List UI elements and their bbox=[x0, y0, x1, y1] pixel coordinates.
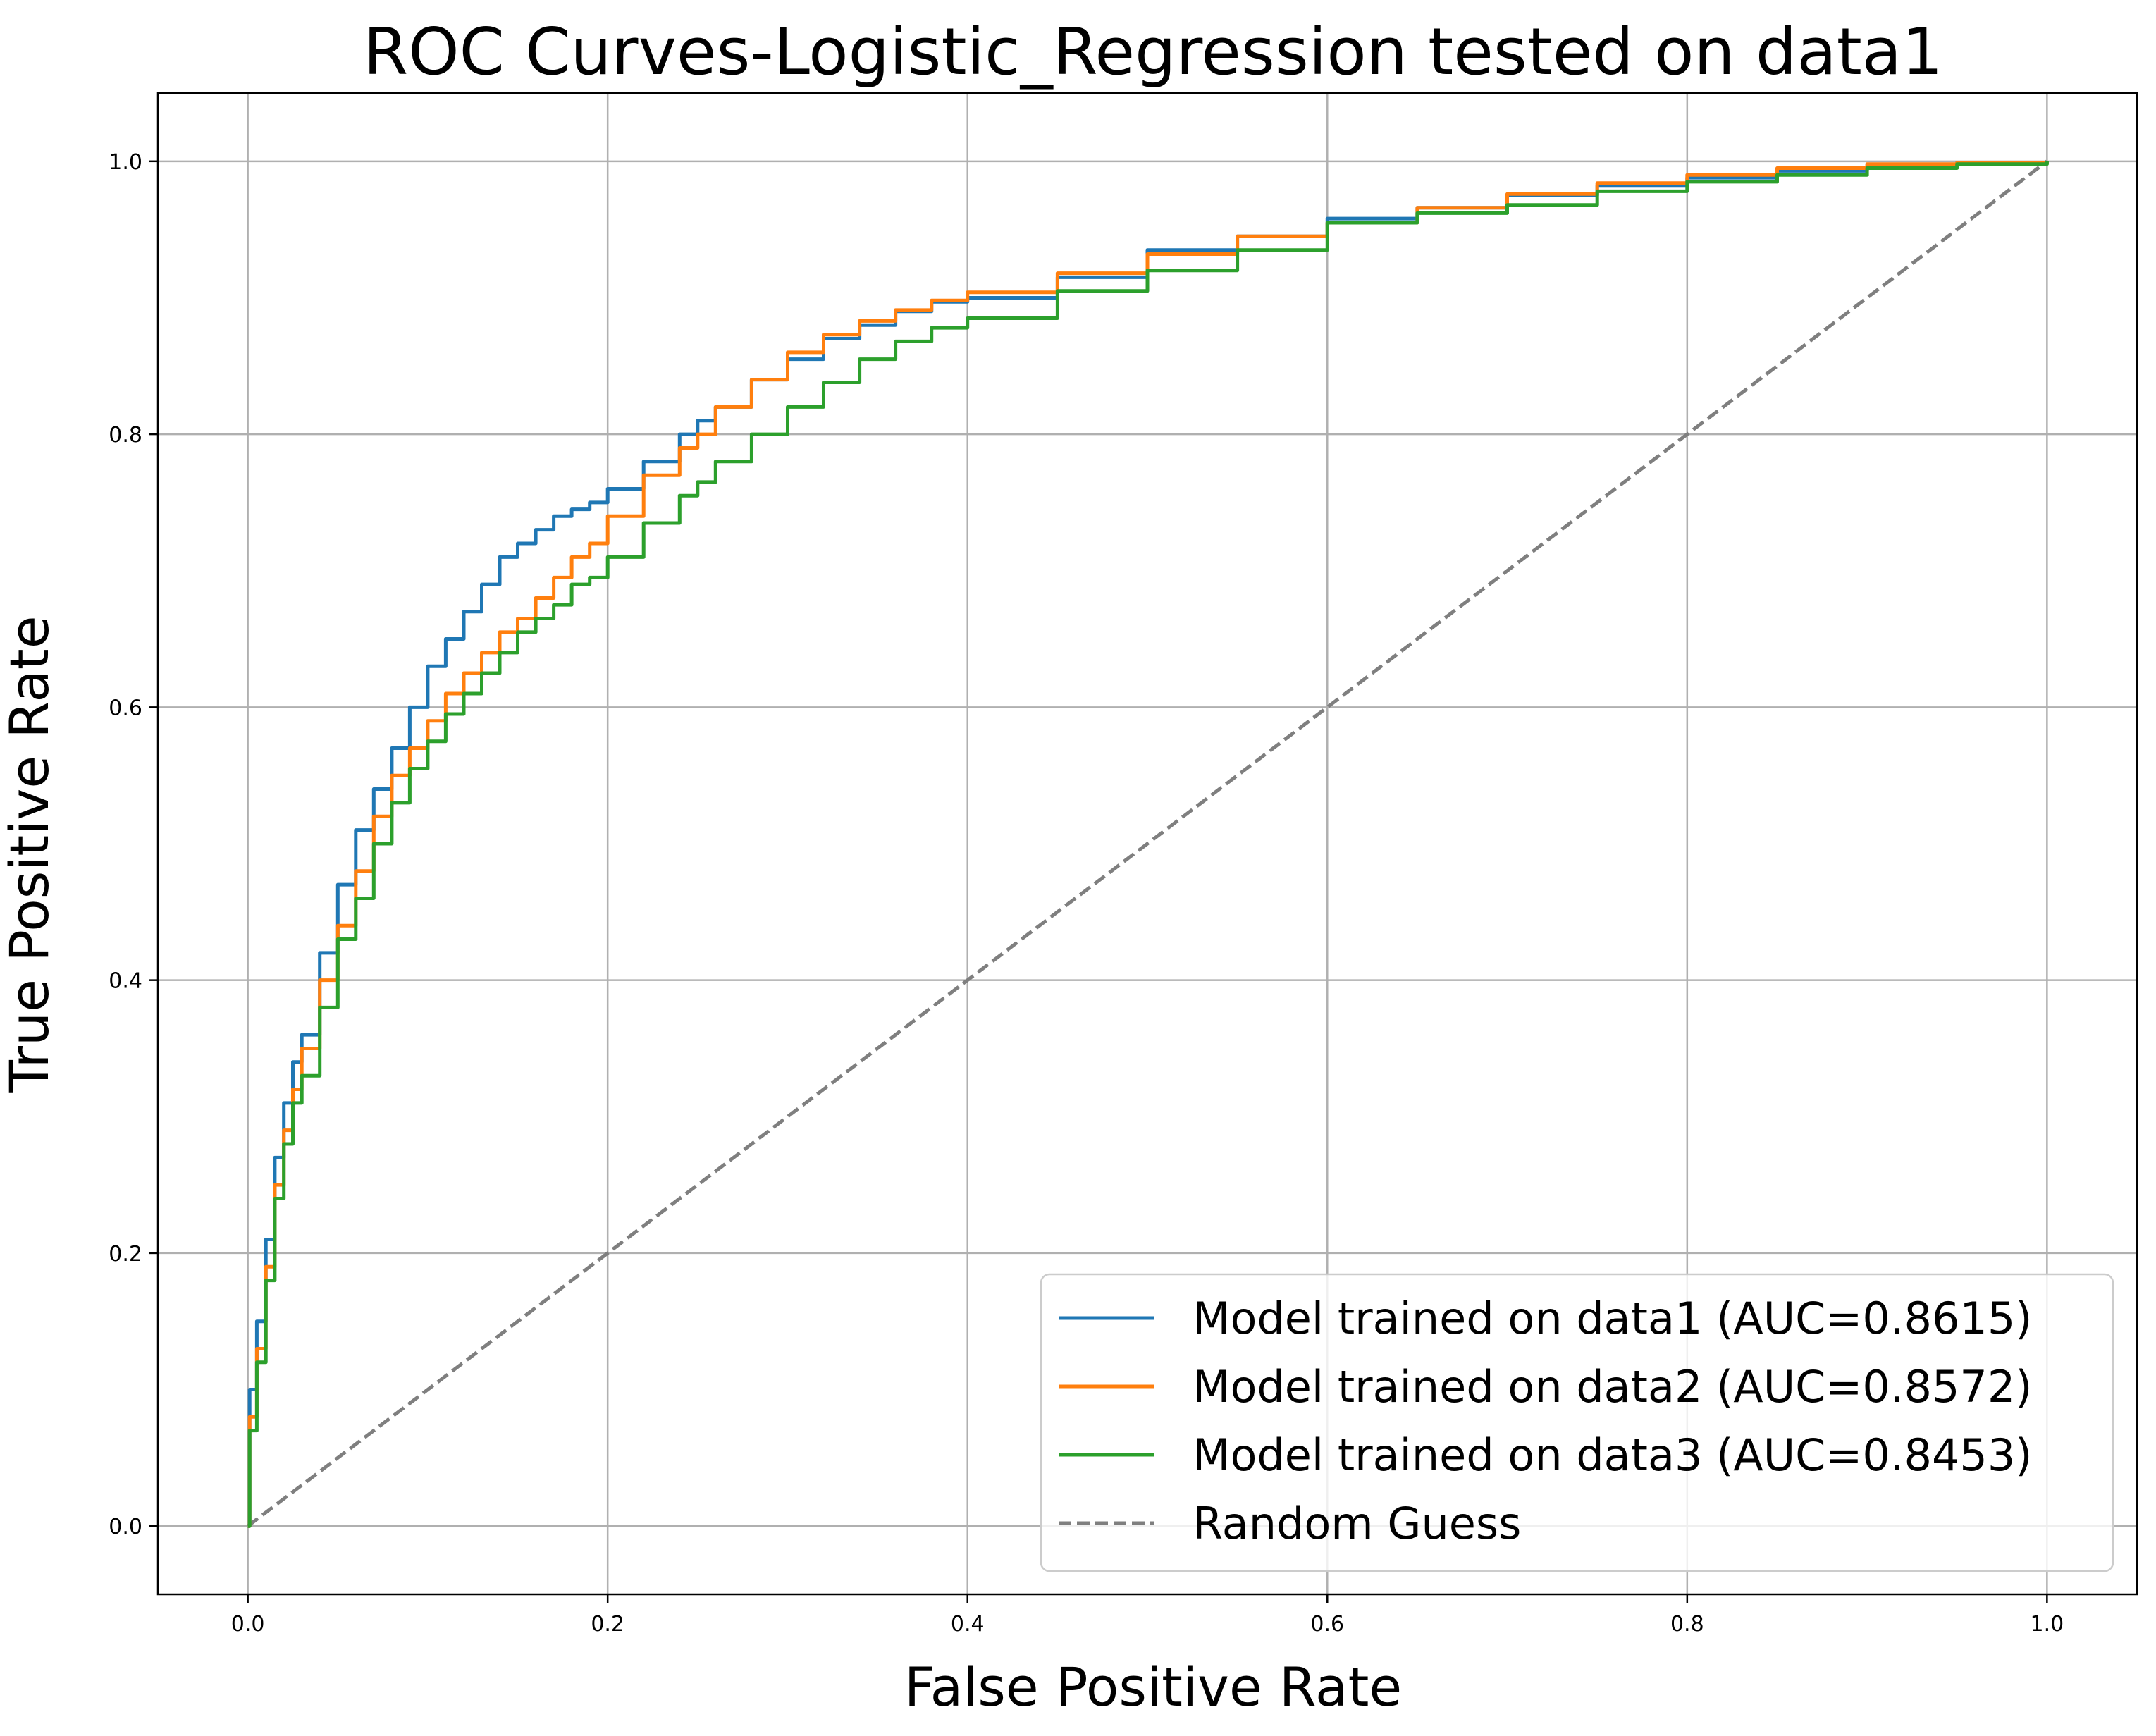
legend-label: Model trained on data3 (AUC=0.8453) bbox=[1193, 1429, 2032, 1481]
random-guess-line bbox=[247, 159, 2048, 1528]
y-tick-label: 1.0 bbox=[109, 150, 142, 175]
x-tick-label: 0.0 bbox=[231, 1612, 265, 1637]
x-tick-label: 0.6 bbox=[1310, 1612, 1344, 1637]
x-axis-label: False Positive Rate bbox=[904, 1656, 1402, 1718]
y-tick-label: 0.6 bbox=[109, 696, 142, 720]
x-tick-label: 0.8 bbox=[1670, 1612, 1704, 1637]
series-layer bbox=[247, 159, 2049, 1528]
plot-frame bbox=[156, 92, 2138, 1596]
legend: Model trained on data1 (AUC=0.8615) Model… bbox=[1040, 1273, 2114, 1572]
y-tick-label: 0.8 bbox=[109, 423, 142, 448]
x-tick-label: 1.0 bbox=[2031, 1612, 2064, 1637]
y-tick-label: 0.4 bbox=[109, 969, 142, 994]
x-tick-label: 0.4 bbox=[951, 1612, 985, 1637]
axis-ticks: 0.0 0.2 0.4 0.6 0.8 1.0 0.0 0.2 0.4 0.6 0.8 1.0 bbox=[109, 150, 2064, 1637]
legend-box bbox=[1040, 1273, 2114, 1572]
y-tick-label: 0.2 bbox=[109, 1242, 142, 1267]
grid-lines bbox=[158, 93, 2137, 1594]
y-axis-label: True Positive Rate bbox=[0, 616, 61, 1094]
legend-label: Model trained on data2 (AUC=0.8572) bbox=[1193, 1361, 2032, 1412]
legend-label: Model trained on data1 (AUC=0.8615) bbox=[1193, 1293, 2032, 1344]
x-tick-label: 0.2 bbox=[591, 1612, 624, 1637]
legend-label: Random Guess bbox=[1193, 1498, 1521, 1549]
y-tick-label: 0.0 bbox=[109, 1515, 142, 1539]
roc-curve-line bbox=[247, 161, 2049, 1528]
chart-title: ROC Curves-Logistic_Regression tested on… bbox=[363, 14, 1942, 90]
